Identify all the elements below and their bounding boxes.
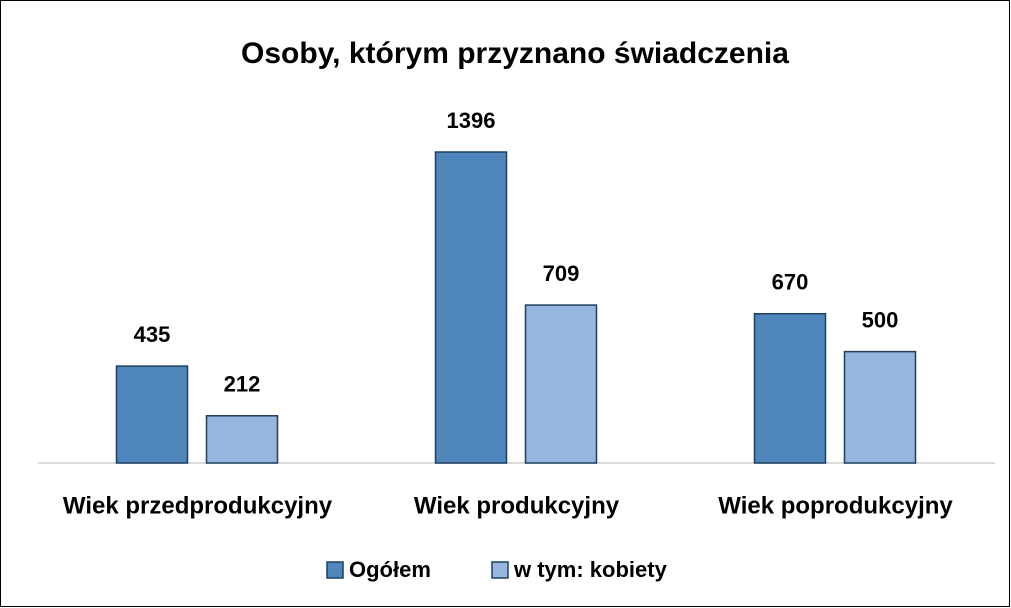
- bar: [205, 415, 279, 464]
- value-label: 435: [134, 322, 171, 347]
- x-tick-label: Wiek produkcyjny: [414, 492, 620, 519]
- legend-label: w tym: kobiety: [513, 557, 668, 582]
- bar: [843, 350, 917, 464]
- bar: [524, 304, 598, 464]
- value-label: 709: [543, 261, 580, 286]
- value-label: 212: [224, 372, 261, 397]
- chart-title: Osoby, którym przyznano świadczenia: [241, 37, 789, 70]
- bar: [434, 151, 508, 464]
- value-label: 670: [772, 270, 809, 295]
- legend-swatch: [491, 561, 509, 579]
- x-tick-label: Wiek poprodukcyjny: [718, 492, 953, 519]
- bar: [753, 312, 827, 464]
- legend-swatch: [326, 561, 344, 579]
- value-label: 1396: [447, 108, 496, 133]
- value-label: 500: [862, 307, 899, 332]
- legend-label: Ogółem: [349, 557, 431, 582]
- x-tick-label: Wiek przedprodukcyjny: [63, 492, 333, 519]
- bar: [115, 365, 189, 464]
